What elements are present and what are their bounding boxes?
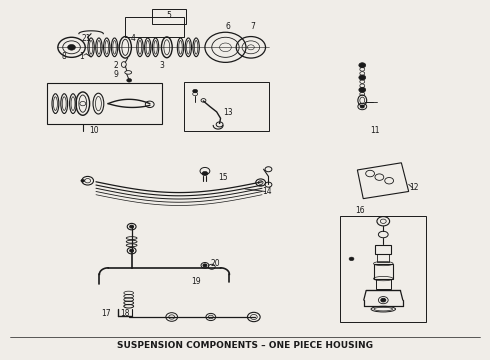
Text: 8: 8 (62, 52, 67, 61)
Circle shape (202, 171, 208, 176)
Text: 14: 14 (262, 187, 272, 196)
Circle shape (81, 179, 85, 182)
Bar (377, 254, 389, 262)
Bar (373, 264, 393, 279)
Bar (340, 216, 426, 321)
Circle shape (359, 75, 366, 80)
Circle shape (127, 78, 132, 82)
Bar (184, 82, 270, 131)
Circle shape (130, 249, 134, 252)
Text: 2: 2 (113, 61, 118, 70)
Circle shape (360, 105, 364, 108)
Text: SUSPENSION COMPONENTS – ONE PIECE HOUSING: SUSPENSION COMPONENTS – ONE PIECE HOUSIN… (117, 341, 373, 350)
Text: 3: 3 (160, 61, 164, 70)
Text: 16: 16 (355, 206, 365, 215)
Text: 15: 15 (218, 173, 228, 182)
Text: 7: 7 (250, 22, 255, 31)
Circle shape (359, 63, 366, 68)
Circle shape (381, 298, 386, 302)
Text: 13: 13 (223, 108, 233, 117)
Text: 19: 19 (191, 276, 201, 285)
Bar (125, 17, 184, 37)
Text: 18: 18 (121, 309, 130, 318)
Text: 12: 12 (409, 183, 418, 192)
Text: 1: 1 (79, 52, 84, 61)
Text: 5: 5 (167, 11, 172, 20)
Bar (375, 244, 391, 253)
Bar (47, 83, 162, 125)
Text: 10: 10 (89, 126, 98, 135)
Circle shape (68, 44, 75, 50)
Bar (152, 9, 186, 24)
Bar (376, 279, 391, 289)
Circle shape (130, 225, 134, 228)
Text: 9: 9 (113, 71, 118, 80)
Text: 20: 20 (211, 259, 220, 268)
Circle shape (359, 87, 366, 93)
Circle shape (193, 89, 197, 93)
Text: 21: 21 (81, 34, 91, 43)
Text: 17: 17 (101, 309, 111, 318)
Text: 6: 6 (225, 22, 230, 31)
Text: 11: 11 (370, 126, 379, 135)
Circle shape (203, 264, 207, 267)
Circle shape (349, 257, 354, 261)
Text: 4: 4 (130, 34, 135, 43)
